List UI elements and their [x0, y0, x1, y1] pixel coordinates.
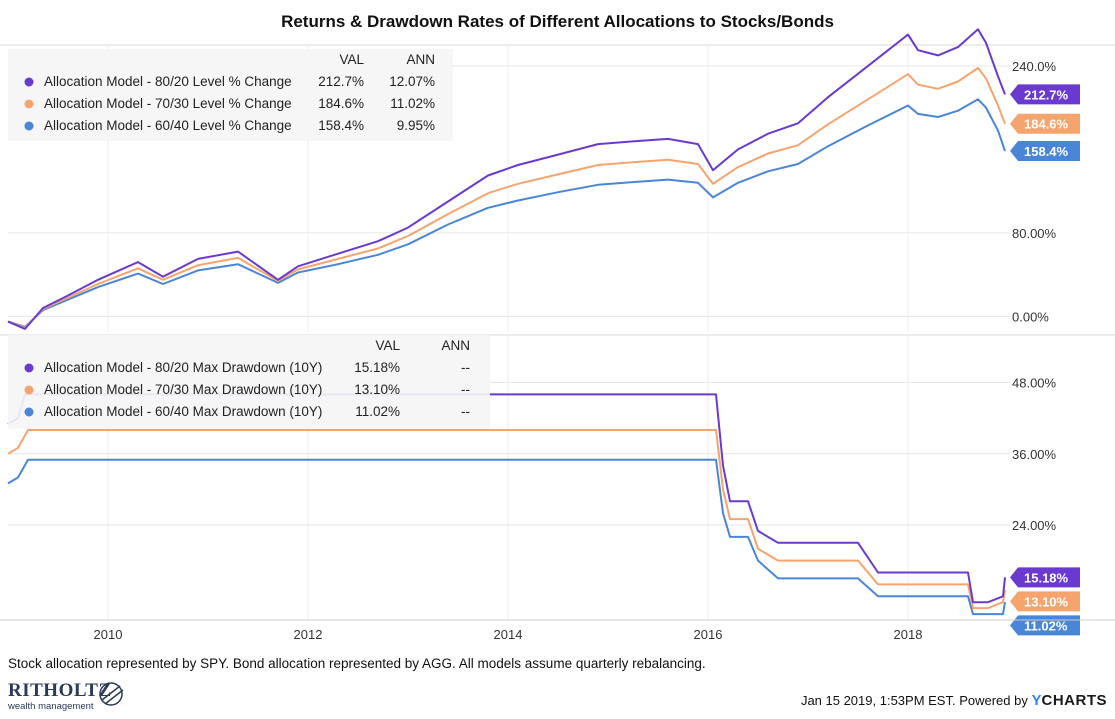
- series-line: [7, 429, 1006, 610]
- end-value-tag: 15.18%: [1010, 567, 1080, 588]
- end-value-tag-label: 11.02%: [1024, 618, 1068, 633]
- legend-marker: [24, 121, 34, 131]
- end-value-tag-shape: [1010, 591, 1080, 612]
- legend-background: [8, 49, 453, 141]
- end-value-tag: 13.10%: [1010, 591, 1080, 612]
- legend-header-val: VAL: [375, 338, 400, 353]
- legend-series-val: 212.7%: [318, 74, 364, 89]
- legend-marker: [24, 77, 34, 87]
- legend-series-ann: --: [461, 382, 470, 397]
- series-line: [7, 98, 1006, 328]
- legend-series-name: Allocation Model - 70/30 Max Drawdown (1…: [44, 382, 322, 397]
- end-value-tag: 184.6%: [1010, 113, 1080, 134]
- timestamp-text: Jan 15 2019, 1:53PM EST. Powered by: [800, 693, 1028, 708]
- legend-marker: [24, 407, 34, 417]
- legend-marker: [24, 363, 34, 373]
- legend-marker: [24, 99, 34, 109]
- legend-series-ann: --: [461, 360, 470, 375]
- x-tick-label: 2010: [94, 627, 123, 642]
- chart-title: Returns & Drawdown Rates of Different Al…: [281, 12, 834, 31]
- legend-series-name: Allocation Model - 70/30 Level % Change: [44, 96, 292, 111]
- y-tick-label: 36.00%: [1012, 447, 1057, 462]
- legend-series-name: Allocation Model - 80/20 Max Drawdown (1…: [44, 360, 322, 375]
- end-value-tag-label: 158.4%: [1024, 144, 1069, 159]
- legend-marker: [24, 385, 34, 395]
- legend-series-ann: 11.02%: [390, 96, 435, 111]
- timestamp-credit: Jan 15 2019, 1:53PM EST. Powered by YCHA…: [801, 692, 1107, 709]
- series-line: [7, 67, 1006, 329]
- end-value-tag-label: 212.7%: [1024, 87, 1069, 102]
- legend: VAL ANN Allocation Model - 80/20 Level % C…: [8, 49, 453, 141]
- legend-header-ann: ANN: [441, 338, 470, 353]
- y-tick-label: 80.00%: [1012, 226, 1057, 241]
- end-value-tag-shape: [1010, 84, 1080, 105]
- ritholtz-logo: RITHOLTZ wealth management: [8, 680, 138, 716]
- legend-series-val: 13.10%: [354, 382, 400, 397]
- y-tick-label: 240.0%: [1012, 59, 1057, 74]
- footnote: Stock allocation represented by SPY. Bon…: [8, 656, 706, 671]
- legend-series-name: Allocation Model - 60/40 Level % Change: [44, 118, 292, 133]
- legend-series-name: Allocation Model - 80/20 Level % Change: [44, 74, 292, 89]
- x-axis: 2010 2012 2014 2016 2018: [0, 619, 1115, 642]
- series-line: [7, 458, 1006, 616]
- legend-series-val: 11.02%: [355, 404, 400, 419]
- drawdown-panel: 24.00% 36.00% 48.00% 15.18% 13.10% 11.02% VAL A…: [0, 334, 1115, 636]
- returns-panel: 0.00% 80.00% 240.0% 212.7% 184.6% 158.4% VAL AN…: [0, 28, 1115, 332]
- ycharts-logo-text: CHARTS: [1041, 692, 1107, 709]
- legend-series-name: Allocation Model - 60/40 Max Drawdown (1…: [44, 404, 322, 419]
- x-tick-label: 2012: [294, 627, 323, 642]
- y-tick-label: 48.00%: [1012, 376, 1057, 391]
- legend-header-val: VAL: [339, 52, 364, 67]
- ycharts-logo-y: Y: [1031, 692, 1042, 709]
- x-tick-label: 2016: [694, 627, 723, 642]
- legend-series-ann: --: [461, 404, 470, 419]
- legend-series-ann: 9.95%: [397, 118, 435, 133]
- legend-series-val: 184.6%: [318, 96, 364, 111]
- logo-subtitle: wealth management: [8, 701, 94, 712]
- y-tick-label: 24.00%: [1012, 518, 1057, 533]
- end-value-tag: 158.4%: [1010, 141, 1080, 162]
- end-value-tag-shape: [1010, 113, 1080, 134]
- x-tick-label: 2018: [894, 627, 923, 642]
- end-value-tag: 212.7%: [1010, 84, 1080, 105]
- legend-header-ann: ANN: [406, 52, 435, 67]
- y-tick-label: 0.00%: [1012, 309, 1049, 324]
- end-value-tag-label: 184.6%: [1024, 117, 1069, 132]
- end-value-tag-label: 13.10%: [1024, 594, 1069, 609]
- end-value-tag: 11.02%: [1010, 615, 1080, 636]
- logo-name: RITHOLTZ: [8, 680, 112, 701]
- legend-series-ann: 12.07%: [389, 74, 435, 89]
- legend-background: [8, 335, 490, 429]
- end-value-tag-label: 15.18%: [1024, 570, 1069, 585]
- end-value-tag-shape: [1010, 567, 1080, 588]
- legend-series-val: 158.4%: [318, 118, 364, 133]
- series-line: [7, 28, 1006, 330]
- legend: VAL ANN Allocation Model - 80/20 Max Drawd…: [8, 335, 490, 429]
- legend-series-val: 15.18%: [354, 360, 400, 375]
- end-value-tag-shape: [1010, 141, 1080, 162]
- logo-emblem-icon: [99, 682, 124, 706]
- x-tick-label: 2014: [494, 627, 523, 642]
